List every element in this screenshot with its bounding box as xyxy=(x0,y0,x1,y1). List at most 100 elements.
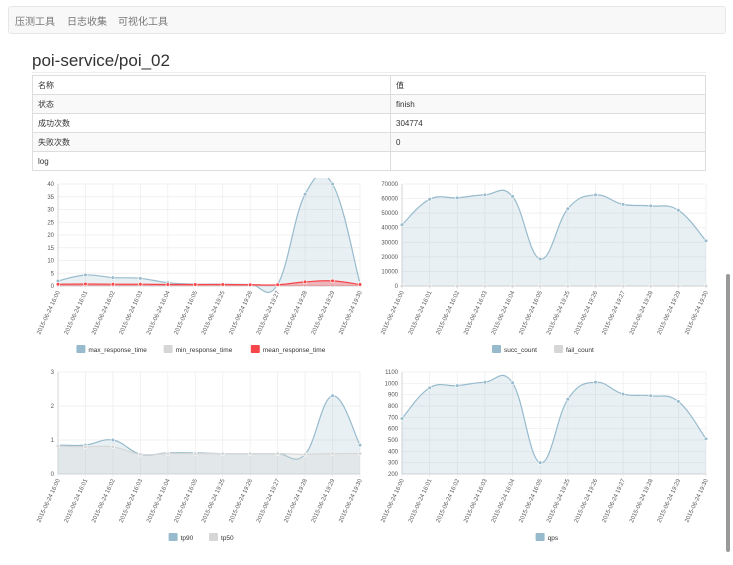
data-point[interactable] xyxy=(510,194,515,199)
legend: succ_count fail_count xyxy=(492,345,594,354)
nav-item-log-collection[interactable]: 日志收集 xyxy=(67,17,107,28)
table-cell-name: 失败次数 xyxy=(32,132,391,152)
data-point[interactable] xyxy=(648,203,653,208)
data-point[interactable] xyxy=(703,436,709,441)
data-point[interactable] xyxy=(220,451,225,456)
data-point[interactable] xyxy=(455,383,460,388)
data-point[interactable] xyxy=(399,416,405,421)
data-point[interactable] xyxy=(165,451,170,456)
y-tick-label: 1100 xyxy=(385,370,399,376)
data-point[interactable] xyxy=(357,282,363,287)
data-point[interactable] xyxy=(538,283,543,289)
data-point[interactable] xyxy=(248,282,253,287)
data-point[interactable] xyxy=(83,272,88,278)
y-tick-label: 0 xyxy=(51,284,55,290)
legend-label: tp50 xyxy=(221,535,234,542)
data-point[interactable] xyxy=(357,451,363,456)
data-point[interactable] xyxy=(565,283,570,289)
success-count-chart: 0 10000 20000 30000 40000 50000 60000 70000 2015… xyxy=(366,178,712,360)
x-tick-label: 2015-06-24 19:26 xyxy=(574,290,600,336)
data-point[interactable] xyxy=(676,283,681,289)
data-point[interactable] xyxy=(302,192,308,197)
data-point[interactable] xyxy=(330,181,335,187)
data-point[interactable] xyxy=(275,451,280,456)
x-tick-label: 2015-06-24 16:02 xyxy=(436,478,462,524)
data-point[interactable] xyxy=(83,281,88,287)
data-point[interactable] xyxy=(648,393,653,398)
data-point[interactable] xyxy=(110,444,116,449)
data-point[interactable] xyxy=(676,208,681,213)
y-tick-label: 500 xyxy=(388,438,399,444)
x-tick-label: 2015-06-24 19:26 xyxy=(574,478,600,524)
data-point[interactable] xyxy=(138,276,143,281)
data-point[interactable] xyxy=(275,282,280,287)
data-point[interactable] xyxy=(193,282,198,287)
data-point[interactable] xyxy=(455,283,460,289)
data-point[interactable] xyxy=(330,278,335,283)
data-point[interactable] xyxy=(482,283,488,289)
x-tick-label: 2015-06-24 16:00 xyxy=(380,478,406,524)
data-point[interactable] xyxy=(620,283,626,289)
data-point[interactable] xyxy=(330,393,335,398)
y-tick-label: 0 xyxy=(51,472,55,478)
x-tick-label: 2015-06-24 19:27 xyxy=(601,290,627,336)
data-point[interactable] xyxy=(648,283,653,289)
x-tick-label: 2015-06-24 19:26 xyxy=(229,478,255,524)
legend-swatch xyxy=(209,533,218,541)
nav-item-visualization[interactable]: 可视化工具 xyxy=(118,17,168,28)
series-line xyxy=(57,280,361,286)
vertical-scrollbar[interactable] xyxy=(726,274,730,552)
x-tick-label: 2015-06-24 16:05 xyxy=(519,478,545,524)
data-point[interactable] xyxy=(676,399,681,404)
data-point[interactable] xyxy=(482,380,488,385)
data-point[interactable] xyxy=(427,283,432,289)
data-point[interactable] xyxy=(110,437,116,443)
legend: qps xyxy=(535,533,559,542)
x-tick-label: 2015-06-24 16:01 xyxy=(408,290,434,336)
data-point[interactable] xyxy=(330,283,335,288)
data-point[interactable] xyxy=(165,282,170,287)
data-point[interactable] xyxy=(593,380,598,385)
data-point[interactable] xyxy=(620,392,626,397)
data-point[interactable] xyxy=(427,197,432,202)
table-cell-name: 成功次数 xyxy=(32,113,391,133)
data-point[interactable] xyxy=(138,452,143,457)
data-point[interactable] xyxy=(593,192,598,198)
data-point[interactable] xyxy=(55,444,61,449)
legend-swatch xyxy=(535,533,545,541)
x-tick-label: 2015-06-24 16:02 xyxy=(91,290,117,336)
nav-item-stress-test[interactable]: 压测工具 xyxy=(15,17,55,28)
data-point[interactable] xyxy=(399,222,405,227)
data-point[interactable] xyxy=(248,451,253,456)
data-point[interactable] xyxy=(110,275,116,280)
data-point[interactable] xyxy=(427,385,432,390)
data-point[interactable] xyxy=(510,380,515,385)
legend: tp90 tp50 xyxy=(168,533,234,542)
data-point[interactable] xyxy=(565,206,570,211)
data-point[interactable] xyxy=(482,192,488,198)
x-tick-label: 2015-06-24 19:28 xyxy=(629,290,655,336)
data-point[interactable] xyxy=(510,283,515,289)
data-point[interactable] xyxy=(538,256,543,262)
data-point[interactable] xyxy=(302,452,308,457)
data-point[interactable] xyxy=(330,451,335,456)
data-point[interactable] xyxy=(55,282,61,287)
x-tick-label: 2015-06-24 19:28 xyxy=(283,290,309,336)
data-point[interactable] xyxy=(455,195,460,200)
data-point[interactable] xyxy=(593,283,598,289)
data-point[interactable] xyxy=(357,442,363,448)
data-point[interactable] xyxy=(110,282,116,287)
data-point[interactable] xyxy=(399,283,405,289)
data-point[interactable] xyxy=(565,397,570,402)
data-point[interactable] xyxy=(538,460,543,465)
data-point[interactable] xyxy=(138,282,143,287)
x-tick-label: 2015-06-24 16:03 xyxy=(463,290,489,336)
data-point[interactable] xyxy=(703,283,709,289)
data-point[interactable] xyxy=(193,451,198,456)
data-point[interactable] xyxy=(703,238,709,243)
x-tick-label: 2015-06-24 19:25 xyxy=(201,478,227,524)
data-point[interactable] xyxy=(83,444,88,449)
data-point[interactable] xyxy=(302,279,308,285)
data-point[interactable] xyxy=(620,202,626,207)
data-point[interactable] xyxy=(220,282,225,287)
